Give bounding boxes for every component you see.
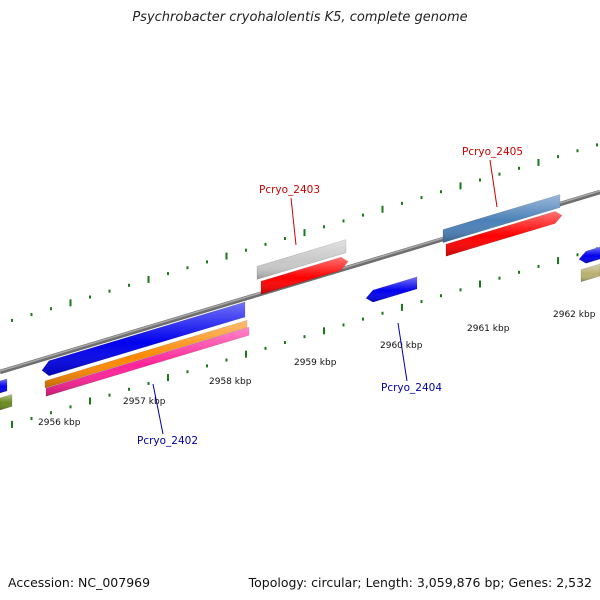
rev-pink-gene [45,326,250,397]
rev-olive-gene-left-edge [0,393,13,411]
fwd-blue-gene-right [578,246,600,264]
feature-shading [581,264,600,282]
scale-label: 2956 kbp [38,418,81,428]
fwd-gray-gene [256,239,347,280]
rev-blue-gene-2404 [365,276,418,303]
fwd-red-gene-2403 [260,256,349,295]
feature-shading [366,276,417,303]
map-title: Psychrobacter cryohalolentis K5, complet… [132,10,468,25]
rev-blue-gene-left-edge [0,378,8,394]
feature-shading [446,211,562,257]
gene-leader-line [152,383,164,435]
gene-features [0,194,600,411]
scale-ticks [11,143,598,428]
genome-summary-text: Topology: circular; Length: 3,059,876 bp… [248,575,592,590]
accession-text: Accession: NC_007969 [8,575,151,590]
gene-leader-line [397,322,408,382]
fwd-steelblue-gene [442,194,561,244]
gene-label: Pcryo_2405 [462,146,523,158]
gene-label: Pcryo_2404 [381,382,442,394]
feature-shading [42,302,245,376]
rev-orange-gene [44,319,248,389]
gene-label: Pcryo_2402 [137,435,198,447]
rev-blue-gene-large [41,301,246,377]
feature-shading [46,327,249,397]
feature-shading [261,257,348,295]
feature-shading [0,394,12,410]
feature-shading [45,320,247,388]
feature-shading [257,239,346,280]
feature-shading [579,247,600,264]
scale-label: 2957 kbp [123,397,166,407]
gene-leader-line [290,197,297,246]
scale-label: 2962 kbp [553,310,596,320]
scale-label: 2959 kbp [294,358,337,368]
scale-label: 2961 kbp [467,324,510,334]
gene-leader-line [489,159,498,208]
scale-label: 2958 kbp [209,377,252,387]
feature-shading [0,378,7,393]
gene-labels: Pcryo_2403 Pcryo_2405 Pcryo_2402 Pcryo_2404 [137,146,523,447]
fwd-olive-gene-right [580,263,600,283]
gene-label: Pcryo_2403 [259,184,320,196]
feature-shading [443,194,560,243]
fwd-red-gene-2405 [445,211,563,257]
